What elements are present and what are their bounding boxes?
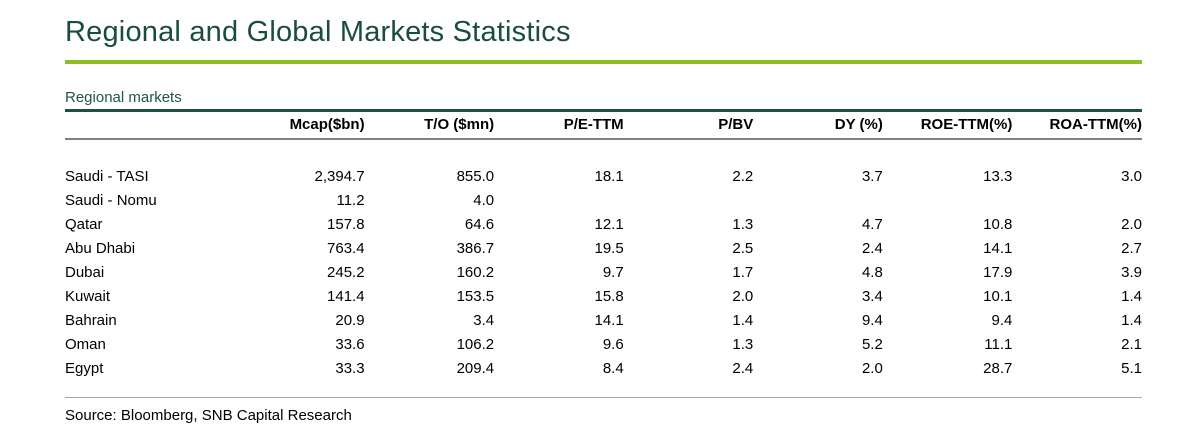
value-cell: 141.4 [327,288,365,306]
value-cell: 9.6 [602,336,624,354]
value-cell: 2.2 [732,168,754,186]
regional-markets-table: Mcap($bn) T/O ($mn) P/E-TTM P/BV DY (%) ROE-T… [65,112,1142,399]
value-cell: 1.3 [732,216,754,234]
value-cell: 2,394.7 [314,168,365,186]
section-label-regional-markets: Regional markets [65,89,1142,113]
value-cell [883,189,1013,213]
table-row: Egypt 33.3 209.4 8.4 2.4 2.0 28.7 5.1 [65,357,1142,398]
value-cell: 12.1 [594,216,624,234]
value-cell: 10.1 [983,288,1013,306]
column-header: T/O ($mn) [364,112,495,141]
column-header: ROA-TTM(%) [1012,112,1142,141]
value-cell: 3.0 [1121,168,1142,186]
market-label: Egypt [65,360,104,378]
value-cell: 245.2 [327,264,365,282]
value-cell [753,189,883,213]
value-cell: 2.5 [732,240,754,258]
value-cell: 10.8 [983,216,1013,234]
market-label: Kuwait [65,288,111,306]
value-cell: 3.7 [861,168,883,186]
value-cell: 2.7 [1121,240,1142,258]
table-row: Bahrain 20.9 3.4 14.1 1.4 9.4 9.4 1.4 [65,309,1142,333]
value-cell: 2.1 [1121,336,1142,354]
column-header: P/E-TTM [494,112,624,141]
market-label: Bahrain [65,312,117,330]
value-cell: 153.5 [456,288,495,306]
value-cell [1012,189,1142,213]
value-cell: 33.6 [335,336,365,354]
value-cell: 28.7 [983,360,1013,378]
value-cell: 9.4 [991,312,1013,330]
value-cell [494,189,624,213]
value-cell: 19.5 [594,240,624,258]
title-divider-rule [65,60,1142,65]
value-cell: 15.8 [594,288,624,306]
column-header: ROE-TTM(%) [882,112,1013,141]
table-row: Dubai 245.2 160.2 9.7 1.7 4.8 17.9 3.9 [65,261,1142,285]
value-cell: 209.4 [456,360,495,378]
value-cell: 33.3 [335,360,365,378]
value-cell: 18.1 [594,168,624,186]
value-cell: 17.9 [983,264,1013,282]
market-label: Saudi - TASI [65,168,149,186]
value-cell: 1.4 [1121,312,1142,330]
value-cell: 160.2 [456,264,495,282]
table-row: Kuwait 141.4 153.5 15.8 2.0 3.4 10.1 1.4 [65,285,1142,309]
value-cell: 157.8 [327,216,365,234]
value-cell: 2.0 [732,288,754,306]
table-header-row: Mcap($bn) T/O ($mn) P/E-TTM P/BV DY (%) ROE-T… [65,112,1142,141]
value-cell: 3.4 [473,312,495,330]
value-cell: 386.7 [456,240,495,258]
table-row: Saudi - TASI 2,394.7 855.0 18.1 2.2 3.7 13.3 3.… [65,139,1142,189]
value-cell: 4.0 [473,192,495,210]
table-row: Saudi - Nomu 11.2 4.0 [65,189,1142,213]
value-cell: 1.7 [732,264,754,282]
value-cell: 2.0 [861,360,883,378]
value-cell: 106.2 [456,336,495,354]
value-cell: 5.2 [861,336,883,354]
value-cell: 2.4 [861,240,883,258]
source-note: Source: Bloomberg, SNB Capital Research [65,407,352,425]
column-header: P/BV [623,112,754,141]
value-cell: 763.4 [327,240,365,258]
value-cell: 11.2 [336,192,365,210]
market-label: Saudi - Nomu [65,192,157,210]
value-cell: 14.1 [983,240,1013,258]
value-cell: 9.7 [602,264,624,282]
table-header: Mcap($bn) T/O ($mn) P/E-TTM P/BV DY (%) ROE-T… [65,112,1142,141]
value-cell: 9.4 [861,312,883,330]
value-cell: 3.4 [861,288,883,306]
value-cell: 1.3 [732,336,754,354]
market-label: Abu Dhabi [65,240,136,258]
value-cell: 2.0 [1121,216,1142,234]
value-cell: 2.4 [732,360,754,378]
value-cell: 8.4 [602,360,624,378]
value-cell: 1.4 [732,312,754,330]
column-header: Mcap($bn) [235,112,365,141]
value-cell: 14.1 [594,312,624,330]
value-cell: 3.9 [1121,264,1142,282]
column-header: DY (%) [753,112,883,141]
value-cell: 855.0 [456,168,495,186]
market-label: Qatar [65,216,103,234]
value-cell: 4.8 [861,264,883,282]
table-body: Saudi - TASI 2,394.7 855.0 18.1 2.2 3.7 13.3 3.… [65,139,1142,398]
value-cell: 5.1 [1121,360,1142,378]
value-cell: 11.1 [984,336,1013,354]
table-row: Abu Dhabi 763.4 386.7 19.5 2.5 2.4 14.1 2.7 [65,237,1142,261]
value-cell: 1.4 [1121,288,1142,306]
value-cell: 4.7 [861,216,883,234]
page-title: Regional and Global Markets Statistics [65,16,571,48]
table-row: Oman 33.6 106.2 9.6 1.3 5.2 11.1 2.1 [65,333,1142,357]
market-label: Dubai [65,264,105,282]
value-cell: 13.3 [983,168,1013,186]
value-cell: 64.6 [464,216,495,234]
value-cell [624,189,754,213]
table-row: Qatar 157.8 64.6 12.1 1.3 4.7 10.8 2.0 [65,213,1142,237]
market-label: Oman [65,336,106,354]
value-cell: 20.9 [335,312,365,330]
market-column-header [65,112,235,141]
